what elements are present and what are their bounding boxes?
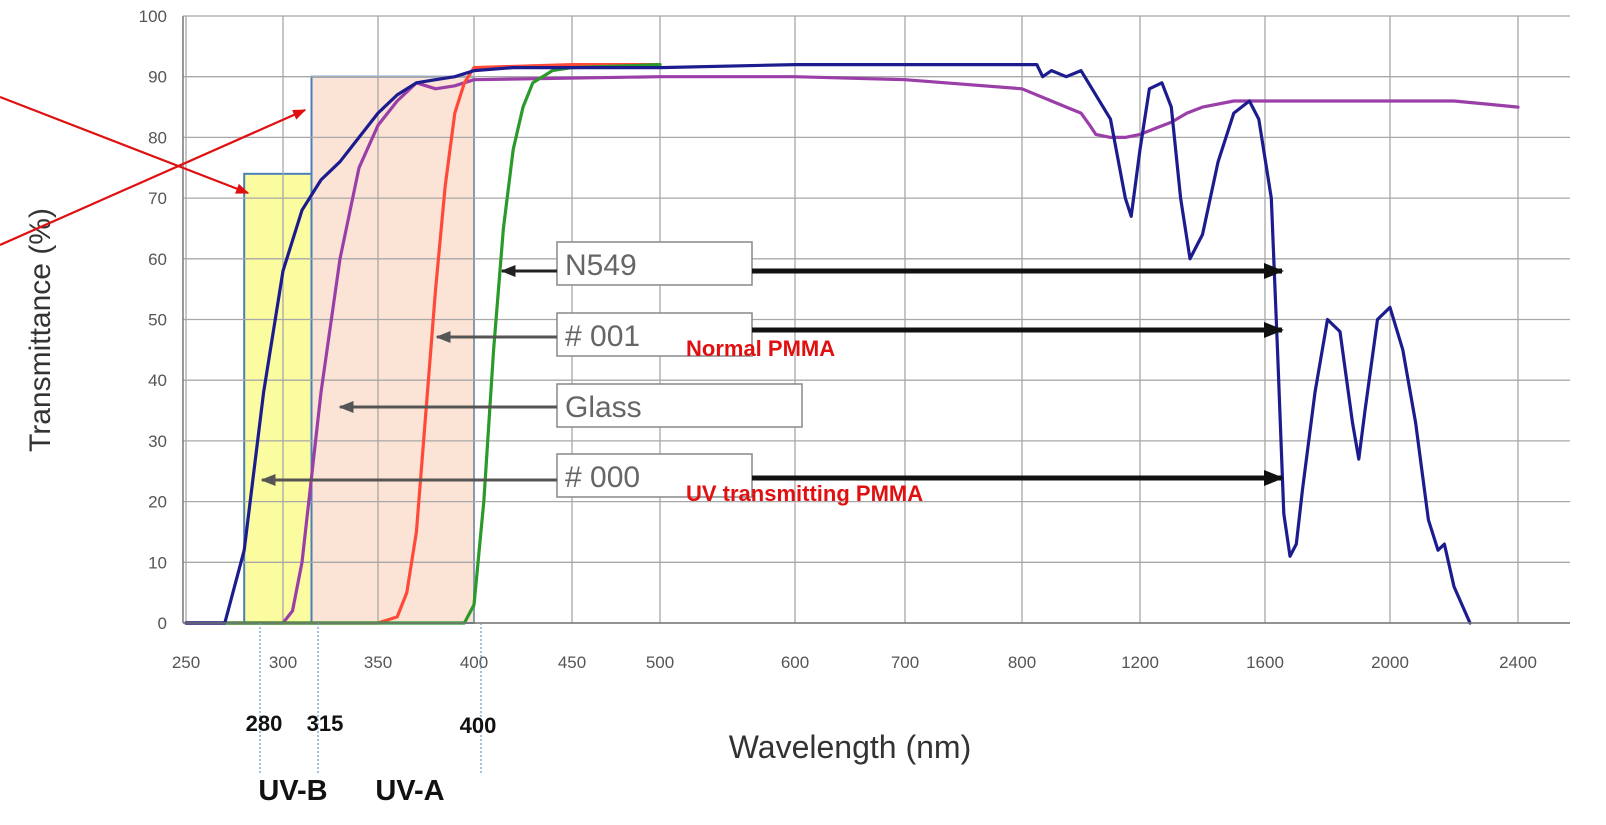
x-tick-label: 450 bbox=[558, 653, 586, 672]
y-tick-label: 90 bbox=[148, 68, 167, 87]
y-axis-label: Transmittance (%) bbox=[24, 208, 57, 452]
y-tick-label: 30 bbox=[148, 432, 167, 451]
y-tick-label: 40 bbox=[148, 371, 167, 390]
y-tick-label: 100 bbox=[139, 7, 167, 26]
series-label-pmma001: # 001 bbox=[565, 320, 640, 353]
red-pointer-uva bbox=[0, 108, 307, 247]
series-label-box-pmma000 bbox=[556, 453, 753, 498]
y-tick-label: 60 bbox=[148, 250, 167, 269]
x-tick-label: 1600 bbox=[1246, 653, 1284, 672]
series-label-box-n549 bbox=[556, 241, 753, 286]
y-tick-label: 70 bbox=[148, 189, 167, 208]
series-label-pmma000: # 000 bbox=[565, 461, 640, 494]
series-line-n549 bbox=[184, 62, 1472, 625]
x-axis-label: Wavelength (nm) bbox=[729, 729, 971, 765]
band-boundary-400: 400 bbox=[460, 713, 497, 738]
band-name-uv-a: UV-A bbox=[375, 775, 444, 807]
x-tick-label: 2000 bbox=[1371, 653, 1409, 672]
grid bbox=[183, 15, 1570, 624]
x-tick-label: 250 bbox=[172, 653, 200, 672]
x-tick-label: 2400 bbox=[1499, 653, 1537, 672]
series-line-glass bbox=[184, 75, 1520, 625]
x-tick-label: 1200 bbox=[1121, 653, 1159, 672]
series-line-pmma000 bbox=[184, 62, 662, 625]
band-uv-b bbox=[243, 172, 313, 624]
x-tick-label: 300 bbox=[269, 653, 297, 672]
x-tick-label: 350 bbox=[364, 653, 392, 672]
y-tick-label: 0 bbox=[158, 614, 167, 633]
series-label-box-pmma001 bbox=[556, 312, 753, 357]
note-normal-pmma: Normal PMMA bbox=[686, 336, 835, 361]
x-tick-label: 500 bbox=[646, 653, 674, 672]
x-tick-label: 400 bbox=[460, 653, 488, 672]
y-tick-label: 50 bbox=[148, 311, 167, 330]
red-pointer-uvb bbox=[0, 95, 250, 195]
band-name-uv-b: UV-B bbox=[258, 775, 327, 807]
x-tick-label: 800 bbox=[1008, 653, 1036, 672]
y-tick-label: 10 bbox=[148, 553, 167, 572]
x-tick-label: 600 bbox=[781, 653, 809, 672]
band-boundary-315: 315 bbox=[307, 711, 344, 736]
x-tick-label: 700 bbox=[891, 653, 919, 672]
series-label-glass: Glass bbox=[565, 391, 642, 424]
y-tick-label: 80 bbox=[148, 128, 167, 147]
band-boundary-280: 280 bbox=[246, 711, 283, 736]
series-label-n549: N549 bbox=[565, 249, 637, 282]
note-uv-transmitting-pmma: UV transmitting PMMA bbox=[686, 481, 923, 506]
y-tick-label: 20 bbox=[148, 493, 167, 512]
series-line-pmma001 bbox=[184, 62, 662, 625]
